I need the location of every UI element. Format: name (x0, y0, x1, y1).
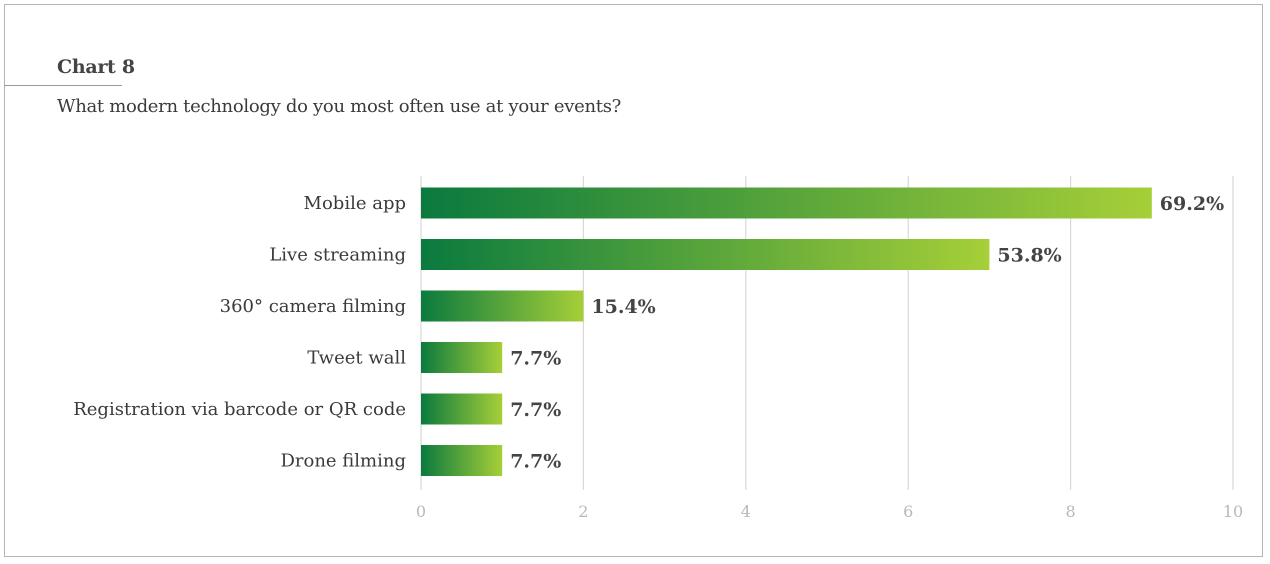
bar (421, 290, 584, 322)
chart-frame (4, 4, 1263, 557)
value-labels: 69.2% 53.8% 15.4% 7.7% 7.7% 7.7% (510, 193, 1224, 473)
bar (421, 239, 990, 270)
category-label: Registration via barcode or QR code (73, 399, 406, 420)
x-tick-label: 8 (1066, 502, 1076, 521)
x-tick-label: 6 (903, 502, 913, 521)
category-labels: Mobile app Live streaming 360° camera film… (73, 193, 406, 472)
data-label: 69.2% (1160, 193, 1224, 215)
x-axis-ticks: 0 2 4 6 8 10 (416, 502, 1243, 521)
chart-label: Chart 8 (57, 56, 135, 78)
chart-label-divider (4, 85, 122, 86)
data-label: 15.4% (591, 296, 655, 318)
data-label: 7.7% (510, 399, 561, 421)
bar (421, 342, 503, 373)
x-tick-label: 2 (578, 502, 588, 521)
chart-question: What modern technology do you most often… (57, 96, 621, 117)
data-label: 7.7% (510, 451, 561, 473)
bars (421, 187, 1152, 476)
bar (421, 445, 503, 476)
category-label: Mobile app (304, 193, 406, 214)
category-label: Drone filming (280, 451, 406, 472)
category-label: Live streaming (269, 245, 406, 266)
data-label: 7.7% (510, 348, 561, 370)
gridlines (420, 176, 1234, 490)
x-tick-label: 10 (1223, 502, 1243, 521)
x-tick-label: 4 (741, 502, 751, 521)
category-label: Tweet wall (307, 348, 406, 369)
x-tick-label: 0 (416, 502, 426, 521)
category-label: 360° camera filming (220, 296, 406, 317)
data-label: 53.8% (997, 245, 1061, 267)
bar (421, 393, 503, 425)
bar (421, 187, 1152, 219)
